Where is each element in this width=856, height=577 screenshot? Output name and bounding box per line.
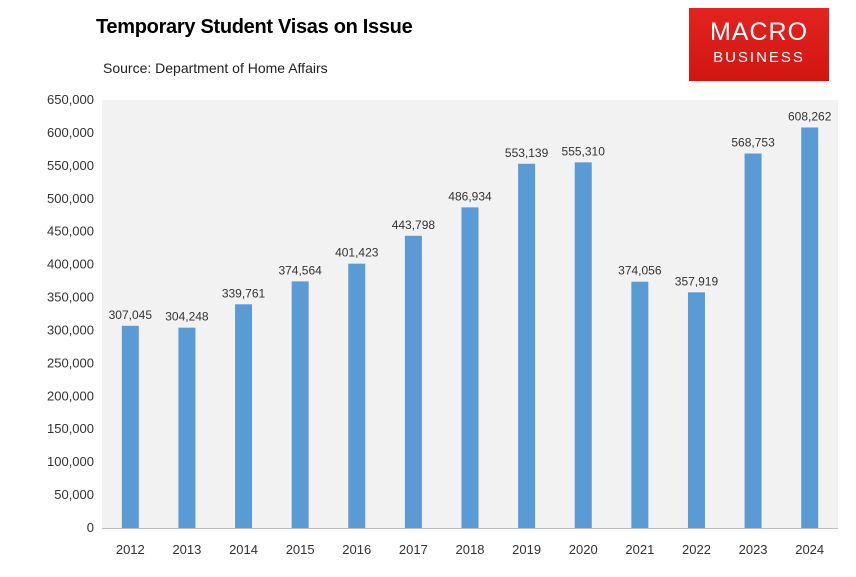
x-tick-label-2019: 2019 xyxy=(512,542,541,557)
y-tick-label: 450,000 xyxy=(47,224,94,239)
y-tick-label: 50,000 xyxy=(54,487,94,502)
bar-2014 xyxy=(235,304,253,528)
y-tick-label: 0 xyxy=(87,520,94,535)
macrobusiness-logo: MACRO BUSINESS xyxy=(689,8,829,81)
bar-2013 xyxy=(178,327,196,528)
data-label-2020: 555,310 xyxy=(562,144,606,158)
logo-line-macro: MACRO xyxy=(709,18,809,46)
x-tick-label-2020: 2020 xyxy=(569,542,598,557)
bar-2018 xyxy=(461,207,479,529)
y-tick-label: 200,000 xyxy=(47,388,94,403)
data-label-2024: 608,262 xyxy=(788,109,832,123)
y-tick-label: 650,000 xyxy=(47,92,94,107)
bar-2022 xyxy=(687,292,705,528)
bar-2021 xyxy=(631,281,649,528)
data-label-2023: 568,753 xyxy=(731,135,775,149)
data-label-2012: 307,045 xyxy=(109,308,153,322)
data-label-2013: 304,248 xyxy=(165,310,209,324)
bar-2016 xyxy=(348,263,366,528)
y-tick-label: 550,000 xyxy=(47,158,94,173)
x-tick-label-2014: 2014 xyxy=(229,542,258,557)
data-label-2019: 553,139 xyxy=(505,146,549,160)
y-tick-label: 400,000 xyxy=(47,257,94,272)
x-tick-label-2024: 2024 xyxy=(795,542,824,557)
bar-2015 xyxy=(291,281,309,528)
data-label-2022: 357,919 xyxy=(675,274,719,288)
y-tick-label: 500,000 xyxy=(47,191,94,206)
chart-title: Temporary Student Visas on Issue xyxy=(96,16,413,38)
bar-2024 xyxy=(801,127,819,529)
data-label-2021: 374,056 xyxy=(618,264,662,278)
data-label-2014: 339,761 xyxy=(222,286,266,300)
bar-2017 xyxy=(404,235,422,528)
x-tick-label-2012: 2012 xyxy=(116,542,145,557)
x-tick-label-2013: 2013 xyxy=(172,542,201,557)
bar-2023 xyxy=(744,153,762,528)
x-tick-label-2015: 2015 xyxy=(286,542,315,557)
x-tick-label-2017: 2017 xyxy=(399,542,428,557)
data-label-2017: 443,798 xyxy=(392,218,436,232)
x-tick-label-2018: 2018 xyxy=(456,542,485,557)
data-label-2018: 486,934 xyxy=(448,189,492,203)
y-tick-label: 100,000 xyxy=(47,454,94,469)
y-tick-label: 350,000 xyxy=(47,290,94,305)
bar-2020 xyxy=(574,162,592,528)
y-tick-label: 600,000 xyxy=(47,125,94,140)
data-label-2015: 374,564 xyxy=(278,263,322,277)
y-tick-label: 300,000 xyxy=(47,322,94,337)
bar-2012 xyxy=(121,325,139,528)
logo-line-business: BUSINESS xyxy=(713,49,805,66)
y-tick-label: 150,000 xyxy=(47,421,94,436)
x-tick-label-2022: 2022 xyxy=(682,542,711,557)
x-tick-label-2023: 2023 xyxy=(739,542,768,557)
y-tick-label: 250,000 xyxy=(47,355,94,370)
data-label-2016: 401,423 xyxy=(335,246,379,260)
chart-subtitle: Source: Department of Home Affairs xyxy=(103,60,328,76)
bar-2019 xyxy=(518,163,536,528)
x-tick-label-2021: 2021 xyxy=(625,542,654,557)
x-tick-label-2016: 2016 xyxy=(342,542,371,557)
